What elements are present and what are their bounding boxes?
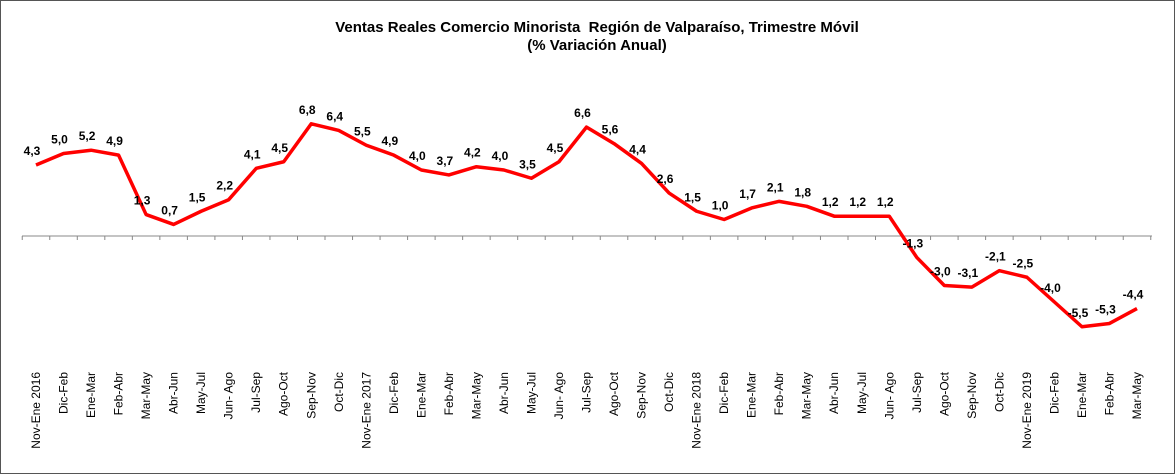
x-tick-label: May-Jul (524, 372, 538, 414)
x-tick-label: Ene-Mar (1075, 372, 1089, 418)
x-tick-label: Jun- Ago (222, 372, 236, 420)
x-tick-label: Jul-Sep (249, 372, 263, 413)
x-tick-label: Jul-Sep (910, 372, 924, 413)
data-label: 0,7 (161, 203, 178, 217)
data-label: 4,9 (106, 134, 123, 148)
data-label: 1,7 (739, 187, 756, 201)
data-label: -2,1 (985, 250, 1006, 264)
data-label: 2,1 (767, 180, 784, 194)
x-tick-label: Nov-Ene 2016 (29, 372, 43, 449)
data-label: 1,3 (134, 194, 151, 208)
data-label: 4,3 (24, 144, 41, 158)
x-tick-label: Jul-Sep (580, 372, 594, 413)
data-label: -2,5 (1013, 256, 1034, 270)
data-label: 6,8 (299, 103, 316, 117)
x-tick-label: Ene-Mar (84, 372, 98, 418)
x-tick-label: Jun- Ago (552, 372, 566, 420)
data-label: -1,3 (902, 236, 923, 250)
x-tick-label: Mar-May (139, 372, 153, 419)
data-label: 1,2 (822, 195, 839, 209)
x-tick-label: May-Jul (855, 372, 869, 414)
x-tick-label: Ene-Mar (745, 372, 759, 418)
x-tick-label: Jun- Ago (882, 372, 896, 420)
x-tick-label: Ago-Oct (937, 371, 951, 416)
x-tick-label: Abr-Jun (167, 372, 181, 414)
x-tick-label: Oct-Dic (992, 372, 1006, 412)
x-tick-label: Feb-Abr (112, 372, 126, 415)
x-tick-label: Sep-Nov (635, 372, 649, 419)
x-tick-label: Feb-Abr (442, 372, 456, 415)
data-label: 5,5 (354, 124, 371, 138)
data-label: 2,2 (216, 179, 233, 193)
data-label: 4,9 (381, 134, 398, 148)
x-tick-label: Nov-Ene 2019 (1020, 372, 1034, 449)
x-tick-label: Oct-Dic (662, 372, 676, 412)
line-series (35, 122, 1138, 329)
data-label: 1,5 (684, 190, 701, 204)
data-label: 6,4 (326, 109, 343, 123)
data-label: 5,2 (79, 129, 96, 143)
data-label: 4,2 (464, 146, 481, 160)
data-label: 1,2 (877, 195, 894, 209)
x-tick-label: Dic-Feb (387, 372, 401, 414)
data-label: 3,5 (519, 157, 536, 171)
x-tick-label: Ago-Oct (607, 371, 621, 416)
x-tick-label: Oct-Dic (332, 372, 346, 412)
data-label: -5,5 (1068, 306, 1089, 320)
data-label: 3,7 (437, 154, 454, 168)
chart-subtitle: (% Variación Anual) (527, 37, 666, 54)
data-label: -3,0 (930, 265, 951, 279)
data-label: 6,6 (574, 106, 591, 120)
x-tick-label: Sep-Nov (304, 372, 318, 419)
data-label: -4,4 (1123, 288, 1144, 302)
x-tick-label: Mar-May (469, 372, 483, 419)
x-tick-label: Ago-Oct (277, 371, 291, 416)
x-tick-label: Feb-Abr (772, 372, 786, 415)
data-label: -5,3 (1095, 302, 1116, 316)
data-label: -4,0 (1040, 281, 1061, 295)
x-tick-label: Mar-May (800, 372, 814, 419)
data-label: 1,0 (712, 199, 729, 213)
data-label: 1,8 (794, 185, 811, 199)
x-tick-label: Ene-Mar (414, 372, 428, 418)
x-tick-label: Nov-Ene 2017 (359, 372, 373, 449)
x-tick-label: Dic-Feb (1047, 372, 1061, 414)
data-label: 4,5 (271, 141, 288, 155)
x-tick-label: Abr-Jun (497, 372, 511, 414)
x-tick-label: Abr-Jun (827, 372, 841, 414)
x-tick-label: Mar-May (1130, 372, 1144, 419)
data-label: -3,1 (958, 266, 979, 280)
x-tick-label: Sep-Nov (965, 372, 979, 419)
data-label: 4,5 (547, 141, 564, 155)
data-label: 5,0 (51, 133, 68, 147)
data-label: 1,5 (189, 190, 206, 204)
data-label: 2,6 (657, 172, 674, 186)
x-tick-label: Dic-Feb (717, 372, 731, 414)
data-label: 4,0 (409, 149, 426, 163)
x-tick-label: Nov-Ene 2018 (690, 372, 704, 449)
x-tick-label: May-Jul (194, 372, 208, 414)
data-label: 4,0 (492, 149, 509, 163)
data-label: 4,4 (629, 142, 646, 156)
chart-title: Ventas Reales Comercio Minorista Región … (335, 19, 859, 36)
x-tick-label: Feb-Abr (1102, 372, 1116, 415)
data-label: 1,2 (849, 195, 866, 209)
x-tick-label: Dic-Feb (57, 372, 71, 414)
data-label: 4,1 (244, 147, 261, 161)
data-label: 5,6 (602, 123, 619, 137)
